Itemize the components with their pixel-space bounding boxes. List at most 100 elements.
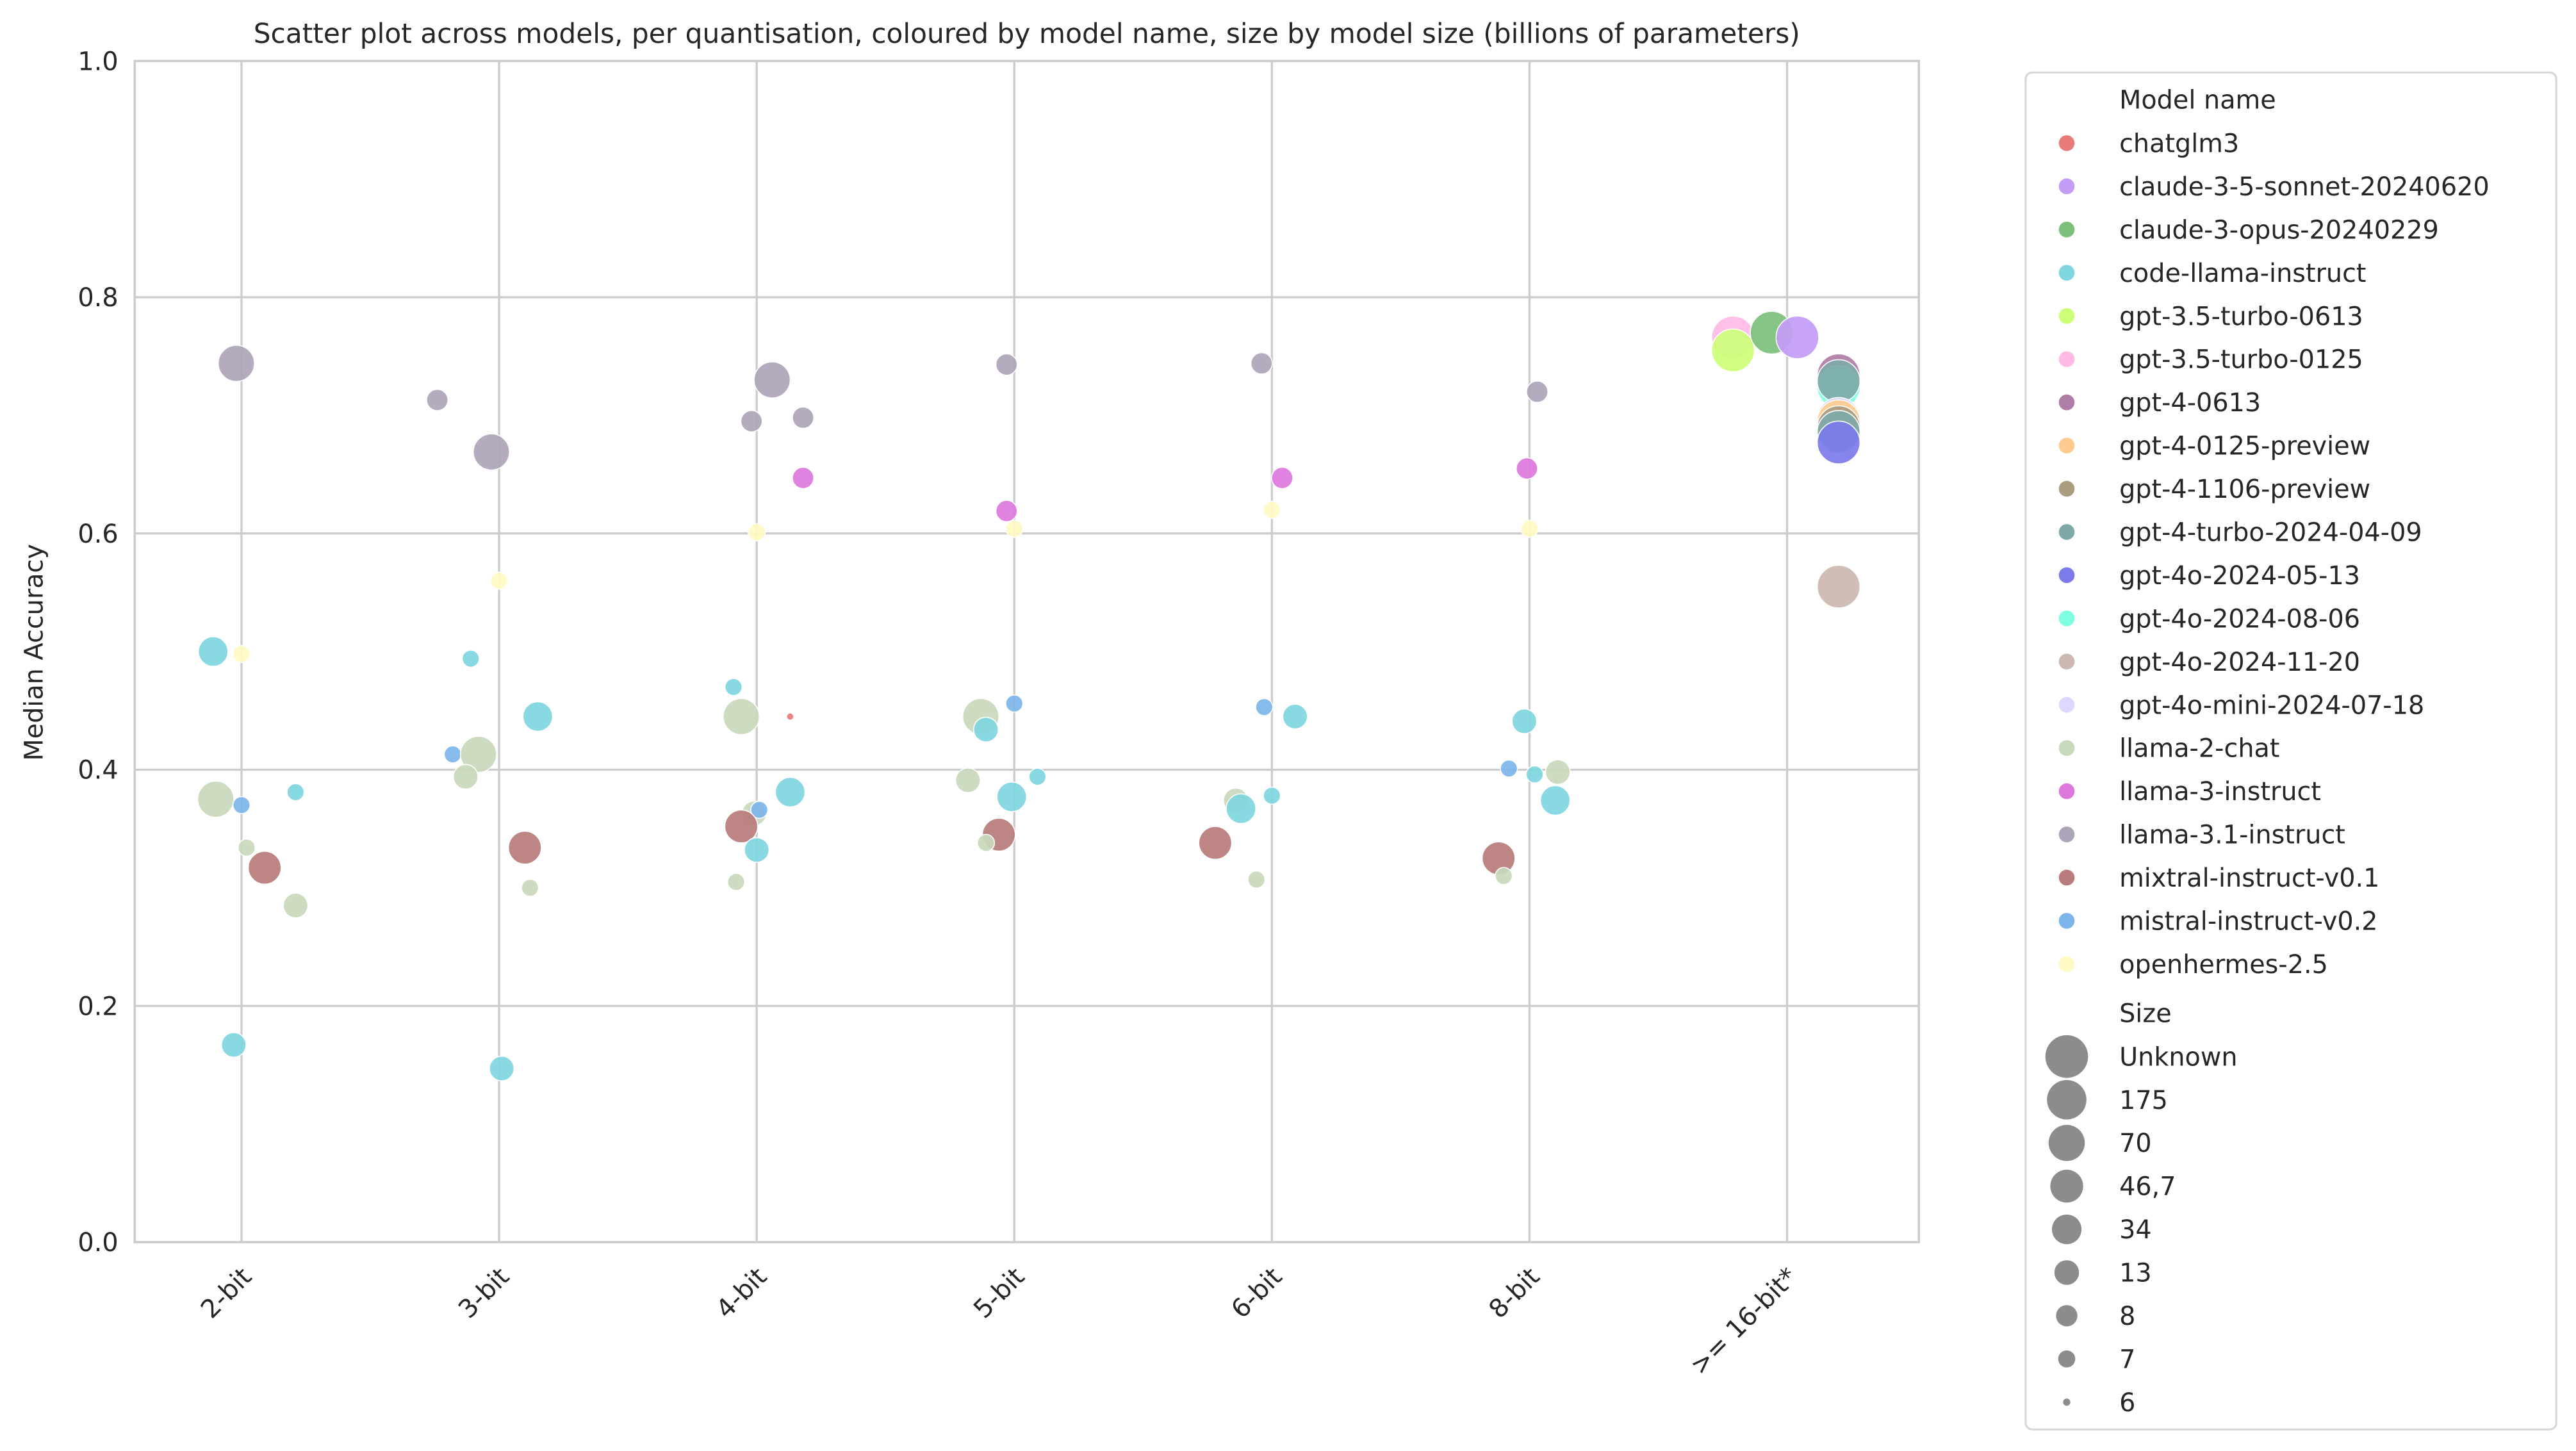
data-point-mistral-instruct-v0.2: [1255, 698, 1274, 716]
data-point-openhermes-2.5: [232, 644, 251, 663]
data-point-llama-2-chat: [1247, 870, 1266, 889]
legend-label: llama-2-chat: [2119, 734, 2279, 764]
data-point-llama-3.1-instruct: [792, 406, 814, 429]
legend-marker: [2058, 610, 2075, 627]
data-point-code-llama-instruct: [1539, 785, 1571, 816]
legend-size-marker: [2054, 1260, 2080, 1285]
data-point-mixtral-instruct-v0.1: [724, 809, 759, 844]
legend-marker: [2058, 696, 2075, 713]
data-point-code-llama-instruct: [744, 837, 770, 863]
legend-marker: [2058, 265, 2075, 281]
legend-marker: [2058, 438, 2075, 454]
data-point-chatglm3: [786, 712, 794, 721]
legend-size-marker: [2048, 1124, 2085, 1161]
data-point-openhermes-2.5: [489, 571, 509, 590]
legend-frame: [2024, 71, 2557, 1431]
data-point-llama-3.1-instruct: [1250, 352, 1273, 375]
data-point-gpt-3.5-turbo-0613: [1711, 328, 1755, 373]
data-point-mixtral-instruct-v0.1: [247, 851, 282, 885]
legend-marker: [2058, 178, 2075, 195]
legend-sizes: Unknown 175 70 46,7 34 13 8 7 6: [2045, 1035, 2238, 1418]
data-point-code-llama-instruct: [1282, 703, 1308, 730]
data-point-code-llama-instruct: [197, 636, 229, 667]
data-point-openhermes-2.5: [1520, 520, 1539, 538]
y-axis-label: Median Accuracy: [20, 544, 49, 761]
data-point-llama-2-chat: [976, 833, 996, 852]
data-point-code-llama-instruct: [286, 783, 305, 801]
legend-size-marker: [2047, 1079, 2087, 1120]
y-tick-label: 0.0: [78, 1228, 118, 1258]
y-tick-label: 0.4: [78, 756, 118, 785]
data-point-llama-3.1-instruct: [1526, 381, 1548, 403]
data-point-llama-3.1-instruct: [995, 353, 1018, 376]
data-point-mixtral-instruct-v0.1: [507, 830, 542, 865]
data-point-llama-2-chat: [452, 764, 479, 790]
data-point-llama-3-instruct: [995, 500, 1018, 523]
data-point-claude-3-5-sonnet-20240620: [1775, 315, 1819, 359]
legend-label: claude-3-5-sonnet-20240620: [2119, 172, 2490, 202]
legend-marker: [2058, 480, 2075, 497]
legend-label: llama-3.1-instruct: [2119, 821, 2345, 850]
grid: [135, 60, 1919, 1243]
x-tick-label: 2-bit: [195, 1262, 258, 1324]
x-tick-label: 5-bit: [968, 1262, 1030, 1324]
legend-label: gpt-3.5-turbo-0613: [2119, 302, 2363, 331]
data-point-code-llama-instruct: [1511, 708, 1538, 734]
legend-label: gpt-4-turbo-2024-04-09: [2119, 518, 2422, 548]
legend-marker: [2058, 783, 2075, 799]
data-point-code-llama-instruct: [973, 716, 999, 742]
data-point-llama-2-chat: [521, 878, 539, 897]
data-point-code-llama-instruct: [996, 782, 1028, 812]
data-point-code-llama-instruct: [489, 1055, 515, 1081]
legend: Model name chatglm3 claude-3-5-sonnet-202…: [2024, 71, 2557, 1431]
legend-size-label: Unknown: [2119, 1042, 2237, 1072]
legend-marker: [2058, 394, 2075, 411]
legend-label: code-llama-instruct: [2119, 259, 2366, 288]
legend-size-marker: [2063, 1398, 2071, 1406]
legend-size-label: 46,7: [2119, 1172, 2176, 1202]
data-point-llama-2-chat: [237, 839, 256, 857]
legend-size-label: 70: [2119, 1129, 2152, 1158]
legend-label: chatglm3: [2119, 129, 2239, 159]
data-point-code-llama-instruct: [1028, 767, 1047, 786]
data-point-code-llama-instruct: [724, 678, 743, 696]
legend-label: mistral-instruct-v0.2: [2119, 907, 2378, 937]
x-tick-label: 3-bit: [453, 1262, 515, 1324]
legend-marker: [2058, 567, 2075, 584]
data-point-llama-2-chat: [955, 767, 981, 794]
y-tick-label: 0.6: [78, 520, 118, 549]
y-tick-label: 0.8: [78, 283, 118, 313]
legend-label: gpt-4-0613: [2119, 388, 2261, 418]
data-point-llama-3.1-instruct: [473, 433, 510, 471]
legend-size-marker: [2050, 1169, 2083, 1203]
legend-label: openhermes-2.5: [2119, 950, 2328, 980]
data-point-code-llama-instruct: [1525, 765, 1544, 783]
legend-size-marker: [2056, 1305, 2078, 1327]
legend-size-marker: [2058, 1350, 2076, 1368]
data-point-mistral-instruct-v0.2: [1005, 694, 1024, 713]
data-point-mixtral-instruct-v0.1: [1198, 826, 1233, 860]
data-point-llama-2-chat: [1545, 759, 1571, 785]
legend-marker: [2058, 135, 2075, 151]
legend-label: gpt-4o-mini-2024-07-18: [2119, 691, 2424, 720]
x-tick-labels: 2-bit 3-bit 4-bit 5-bit 6-bit 8-bit >= 16-bit*: [195, 1262, 1803, 1381]
legend-size-title: Size: [2119, 999, 2172, 1028]
data-point-llama-3-instruct: [792, 466, 814, 489]
legend-size-marker: [2045, 1035, 2088, 1078]
y-tick-label: 0.2: [78, 992, 118, 1021]
data-point-llama-3.1-instruct: [426, 388, 449, 411]
legend-size-marker: [2051, 1214, 2082, 1245]
data-point-llama-3.1-instruct: [217, 345, 255, 382]
legend-hue-title: Model name: [2119, 86, 2276, 115]
data-point-mistral-instruct-v0.2: [232, 796, 251, 814]
data-point-llama-2-chat: [283, 892, 309, 919]
legend-marker: [2058, 869, 2075, 886]
y-tick-labels: 0.0 0.2 0.4 0.6 0.8 1.0: [78, 47, 118, 1258]
data-point-llama-3-instruct: [1271, 466, 1293, 489]
legend-models: chatglm3 claude-3-5-sonnet-20240620 claude…: [2058, 129, 2490, 980]
data-point-gpt-4-turbo-2024-04-09: [1816, 359, 1861, 403]
y-tick-label: 1.0: [78, 47, 118, 76]
data-point-code-llama-instruct: [220, 1032, 247, 1058]
data-point-openhermes-2.5: [1263, 500, 1281, 519]
